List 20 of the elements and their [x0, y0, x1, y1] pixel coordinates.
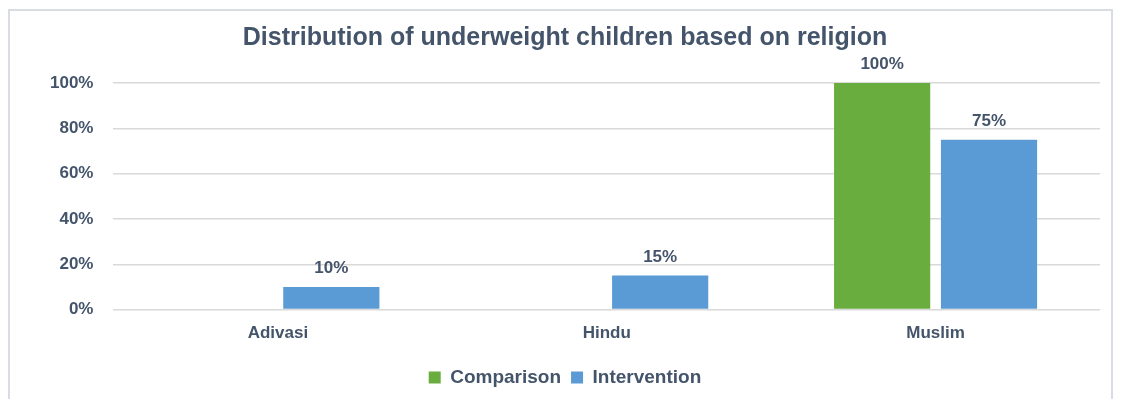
- legend-label: Comparison: [450, 365, 562, 387]
- y-tick-label: 80%: [59, 118, 94, 138]
- y-tick-label: 100%: [50, 72, 94, 92]
- x-tick-label: Adivasi: [247, 323, 309, 343]
- data-label: 10%: [314, 258, 349, 278]
- bar: [612, 275, 709, 309]
- data-label: 15%: [643, 246, 678, 266]
- y-tick-label: 60%: [59, 163, 94, 183]
- bar: [940, 139, 1038, 309]
- bar: [283, 286, 380, 309]
- x-tick-label: Hindu: [582, 323, 631, 343]
- chart-title: Distribution of underweight children based on religion: [242, 21, 888, 50]
- data-label: 100%: [860, 54, 904, 74]
- y-tick-label: 40%: [59, 208, 94, 228]
- x-tick-label: Muslim: [906, 323, 965, 343]
- y-tick-label: 20%: [59, 253, 94, 273]
- legend-label: Intervention: [592, 365, 702, 387]
- bar: [834, 83, 931, 309]
- y-tick-label: 0%: [68, 299, 94, 319]
- data-label: 75%: [972, 110, 1007, 130]
